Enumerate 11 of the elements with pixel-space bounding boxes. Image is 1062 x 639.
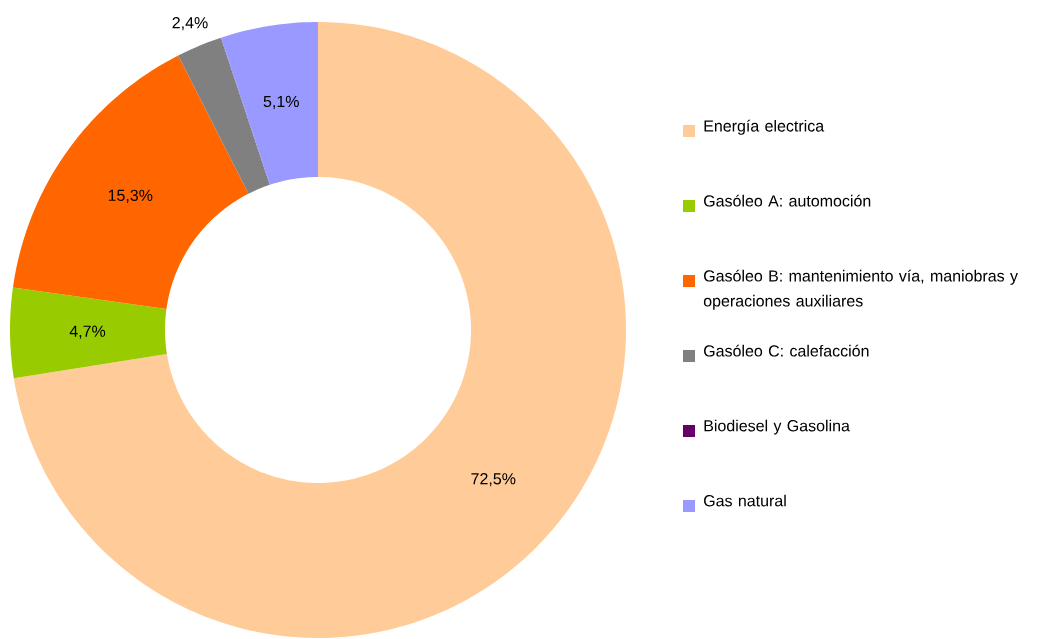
legend-label: Gasóleo A: automoción [704, 194, 871, 207]
data-label: 2,4% [172, 17, 208, 31]
legend-label: Gas natural [704, 494, 786, 507]
data-label: 15,3% [108, 189, 153, 203]
data-label: 5,1% [263, 95, 299, 110]
legend-label: Biodiesel y Gasolina [704, 419, 850, 435]
legend-label: Gasóleo C: calefacción [704, 344, 869, 357]
data-label: 4,7% [69, 325, 106, 339]
legend-label: Energía electrica [704, 119, 825, 135]
data-label: 72,5% [471, 473, 516, 487]
legend-label: Gasóleo B: mantenimiento vía, maniobras y operaciones auxiliares [703, 269, 1018, 310]
